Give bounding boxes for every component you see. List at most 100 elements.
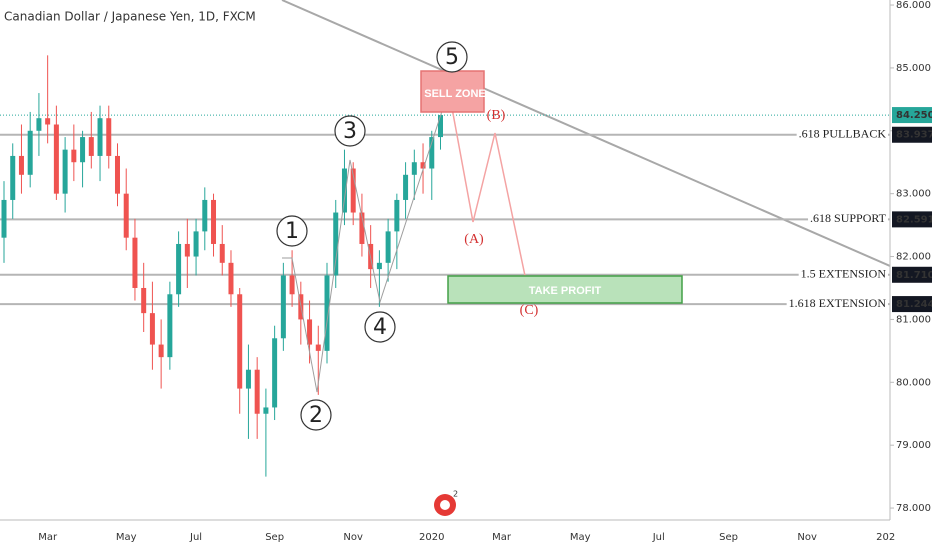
candle-body: [403, 174, 409, 200]
levels: .618 PULLBACK .618 SUPPORT 1.5 EXTENSION 1.…: [0, 114, 890, 312]
candle-body: [53, 124, 59, 194]
candle-body: [27, 130, 33, 175]
candle-body: [359, 212, 365, 244]
candle-body: [176, 243, 182, 295]
y-tick-label: 83.000: [896, 189, 931, 200]
wave-circle: [436, 41, 468, 73]
wave-label: 4: [373, 315, 387, 340]
level-label: .618 PULLBACK: [799, 126, 887, 140]
candle-body: [429, 137, 435, 169]
candles: [1, 55, 443, 477]
candle-body: [71, 149, 77, 163]
candle-body: [289, 275, 295, 295]
x-tick-label: May: [570, 532, 591, 543]
candle-body: [280, 275, 286, 339]
wave-circle: [300, 399, 332, 431]
candle-body: [193, 231, 199, 257]
candle-body: [385, 231, 391, 263]
candle-body: [88, 137, 94, 156]
price-tag-label: 81.710: [896, 270, 932, 281]
level-label: .618 SUPPORT: [810, 211, 887, 225]
logo: 2: [434, 490, 458, 516]
candle-body: [202, 199, 208, 232]
sell-zone-box: [420, 70, 485, 113]
projection-path: [451, 107, 529, 291]
price-tag-label: 81.244: [896, 299, 932, 310]
level-label-bg: [796, 127, 888, 142]
x-tick-label: Nov: [343, 532, 363, 543]
candle-body: [394, 199, 400, 232]
candle-body: [254, 369, 260, 414]
y-tick-label: 80.000: [896, 377, 931, 388]
wave-label: 2: [309, 403, 323, 428]
candle-body: [36, 118, 42, 131]
candle-body: [324, 275, 330, 351]
level-label-bg: [786, 297, 888, 312]
price-tag-label: 84.250: [896, 110, 932, 121]
wave-label: 1: [285, 219, 299, 244]
wave-circle: [364, 311, 396, 343]
y-tick-label: 78.000: [896, 503, 931, 514]
candle-body: [18, 155, 24, 175]
x-tick-label: Sep: [265, 532, 284, 543]
candle-body: [167, 294, 173, 358]
trendline: [281, 0, 891, 267]
sell-zone-label: SELL ZONE: [424, 88, 486, 100]
x-tick-label: 2020: [419, 532, 444, 543]
svg-text:2: 2: [453, 490, 458, 499]
candle-body: [263, 407, 269, 414]
candle-body: [106, 118, 112, 156]
x-tick-label: 202: [876, 532, 895, 543]
candle-body: [97, 118, 103, 156]
candle-body: [123, 193, 129, 238]
price-tag: [892, 266, 932, 283]
wave-label: 3: [343, 119, 357, 144]
candle-body: [420, 162, 426, 169]
correction-label: (C): [520, 303, 539, 318]
level-label-bg: [798, 267, 888, 282]
price-tag-label: 83.937: [896, 130, 932, 141]
candle-body: [272, 338, 278, 408]
price-tag: [892, 296, 932, 313]
candle-body: [141, 287, 147, 314]
candle-body: [341, 168, 347, 213]
candle-body: [80, 137, 86, 163]
wave-circle: [334, 115, 366, 147]
candle-body: [219, 243, 225, 263]
level-label-bg: [808, 212, 888, 227]
y-tick-label: 82.000: [896, 252, 931, 263]
x-tick-label: Mar: [38, 532, 58, 543]
x-tick-label: Nov: [797, 532, 817, 543]
candle-body: [333, 212, 339, 276]
candle-body: [350, 168, 356, 213]
price-tag-label: 82.591: [896, 214, 932, 225]
wave-label: 5: [445, 45, 459, 70]
chart-title: Canadian Dollar / Japanese Yen, 1D, FXCM: [4, 10, 256, 24]
grid: 86.00085.00084.00083.00082.00081.00080.0…: [38, 0, 931, 543]
candle-body: [211, 199, 217, 244]
correction-label: (A): [464, 232, 484, 247]
y-tick-label: 85.000: [896, 63, 931, 74]
y-tick-label: 86.000: [896, 0, 931, 11]
x-tick-label: Mar: [492, 532, 512, 543]
candle-body: [438, 115, 443, 138]
price-tag: [892, 126, 932, 143]
candle-body: [45, 118, 51, 125]
wave-path: [282, 107, 444, 393]
candle-body: [307, 319, 313, 345]
candle-body: [228, 262, 234, 295]
x-tick-label: Jul: [652, 532, 665, 543]
price-tag: [892, 107, 932, 124]
y-tick-label: 79.000: [896, 440, 931, 451]
x-tick-label: Sep: [719, 532, 738, 543]
x-tick-label: Jul: [189, 532, 202, 543]
candle-body: [149, 313, 155, 345]
candle-body: [411, 162, 417, 175]
level-label: 1.618 EXTENSION: [789, 296, 887, 310]
candle-body: [1, 199, 7, 238]
candle-body: [158, 344, 164, 358]
take-profit-label: TAKE PROFIT: [529, 285, 602, 297]
candle-body: [315, 344, 321, 351]
candle-body: [132, 237, 138, 288]
